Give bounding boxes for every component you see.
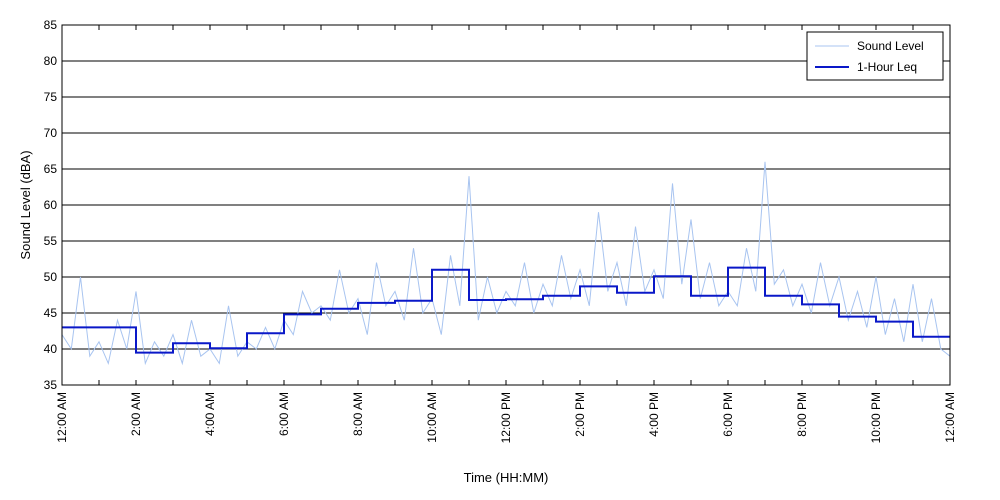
x-tick-label: 10:00 AM [425,392,439,443]
legend: Sound Level 1-Hour Leq [806,31,944,81]
y-tick-label: 60 [44,198,58,212]
x-tick-label: 6:00 PM [721,392,735,437]
y-axis-ticks: 35 40 45 50 55 60 65 70 75 80 85 [44,18,950,392]
y-tick-label: 45 [44,306,58,320]
x-tick-label: 12:00 PM [499,392,513,443]
y-tick-label: 70 [44,126,58,140]
x-tick-label: 6:00 AM [277,392,291,436]
x-tick-label: 2:00 AM [129,392,143,436]
y-tick-label: 65 [44,162,58,176]
y-tick-label: 50 [44,270,58,284]
x-axis-label: Time (HH:MM) [464,470,549,485]
y-axis-label: Sound Level (dBA) [18,150,33,259]
x-tick-label: 2:00 PM [573,392,587,437]
y-tick-label: 80 [44,54,58,68]
x-tick-label: 4:00 PM [647,392,661,437]
y-tick-label: 55 [44,234,58,248]
x-axis-ticks: 12:00 AM 2:00 AM 4:00 AM 6:00 AM 8:00 AM 10:0… [55,25,957,443]
y-tick-label: 40 [44,342,58,356]
x-tick-label: 10:00 PM [869,392,883,443]
x-tick-label: 8:00 AM [351,392,365,436]
legend-box [806,31,944,81]
y-tick-label: 75 [44,90,58,104]
y-tick-label: 85 [44,18,58,32]
legend-label-sound-level: Sound Level [857,39,924,53]
y-tick-label: 35 [44,378,58,392]
leq-series [62,266,950,354]
legend-label-leq: 1-Hour Leq [857,60,917,74]
x-tick-label: 12:00 AM [55,392,69,443]
x-tick-label: 4:00 AM [203,392,217,436]
x-tick-label: 12:00 AM [943,392,957,443]
leq-step-line [62,266,950,354]
x-tick-label: 8:00 PM [795,392,809,437]
